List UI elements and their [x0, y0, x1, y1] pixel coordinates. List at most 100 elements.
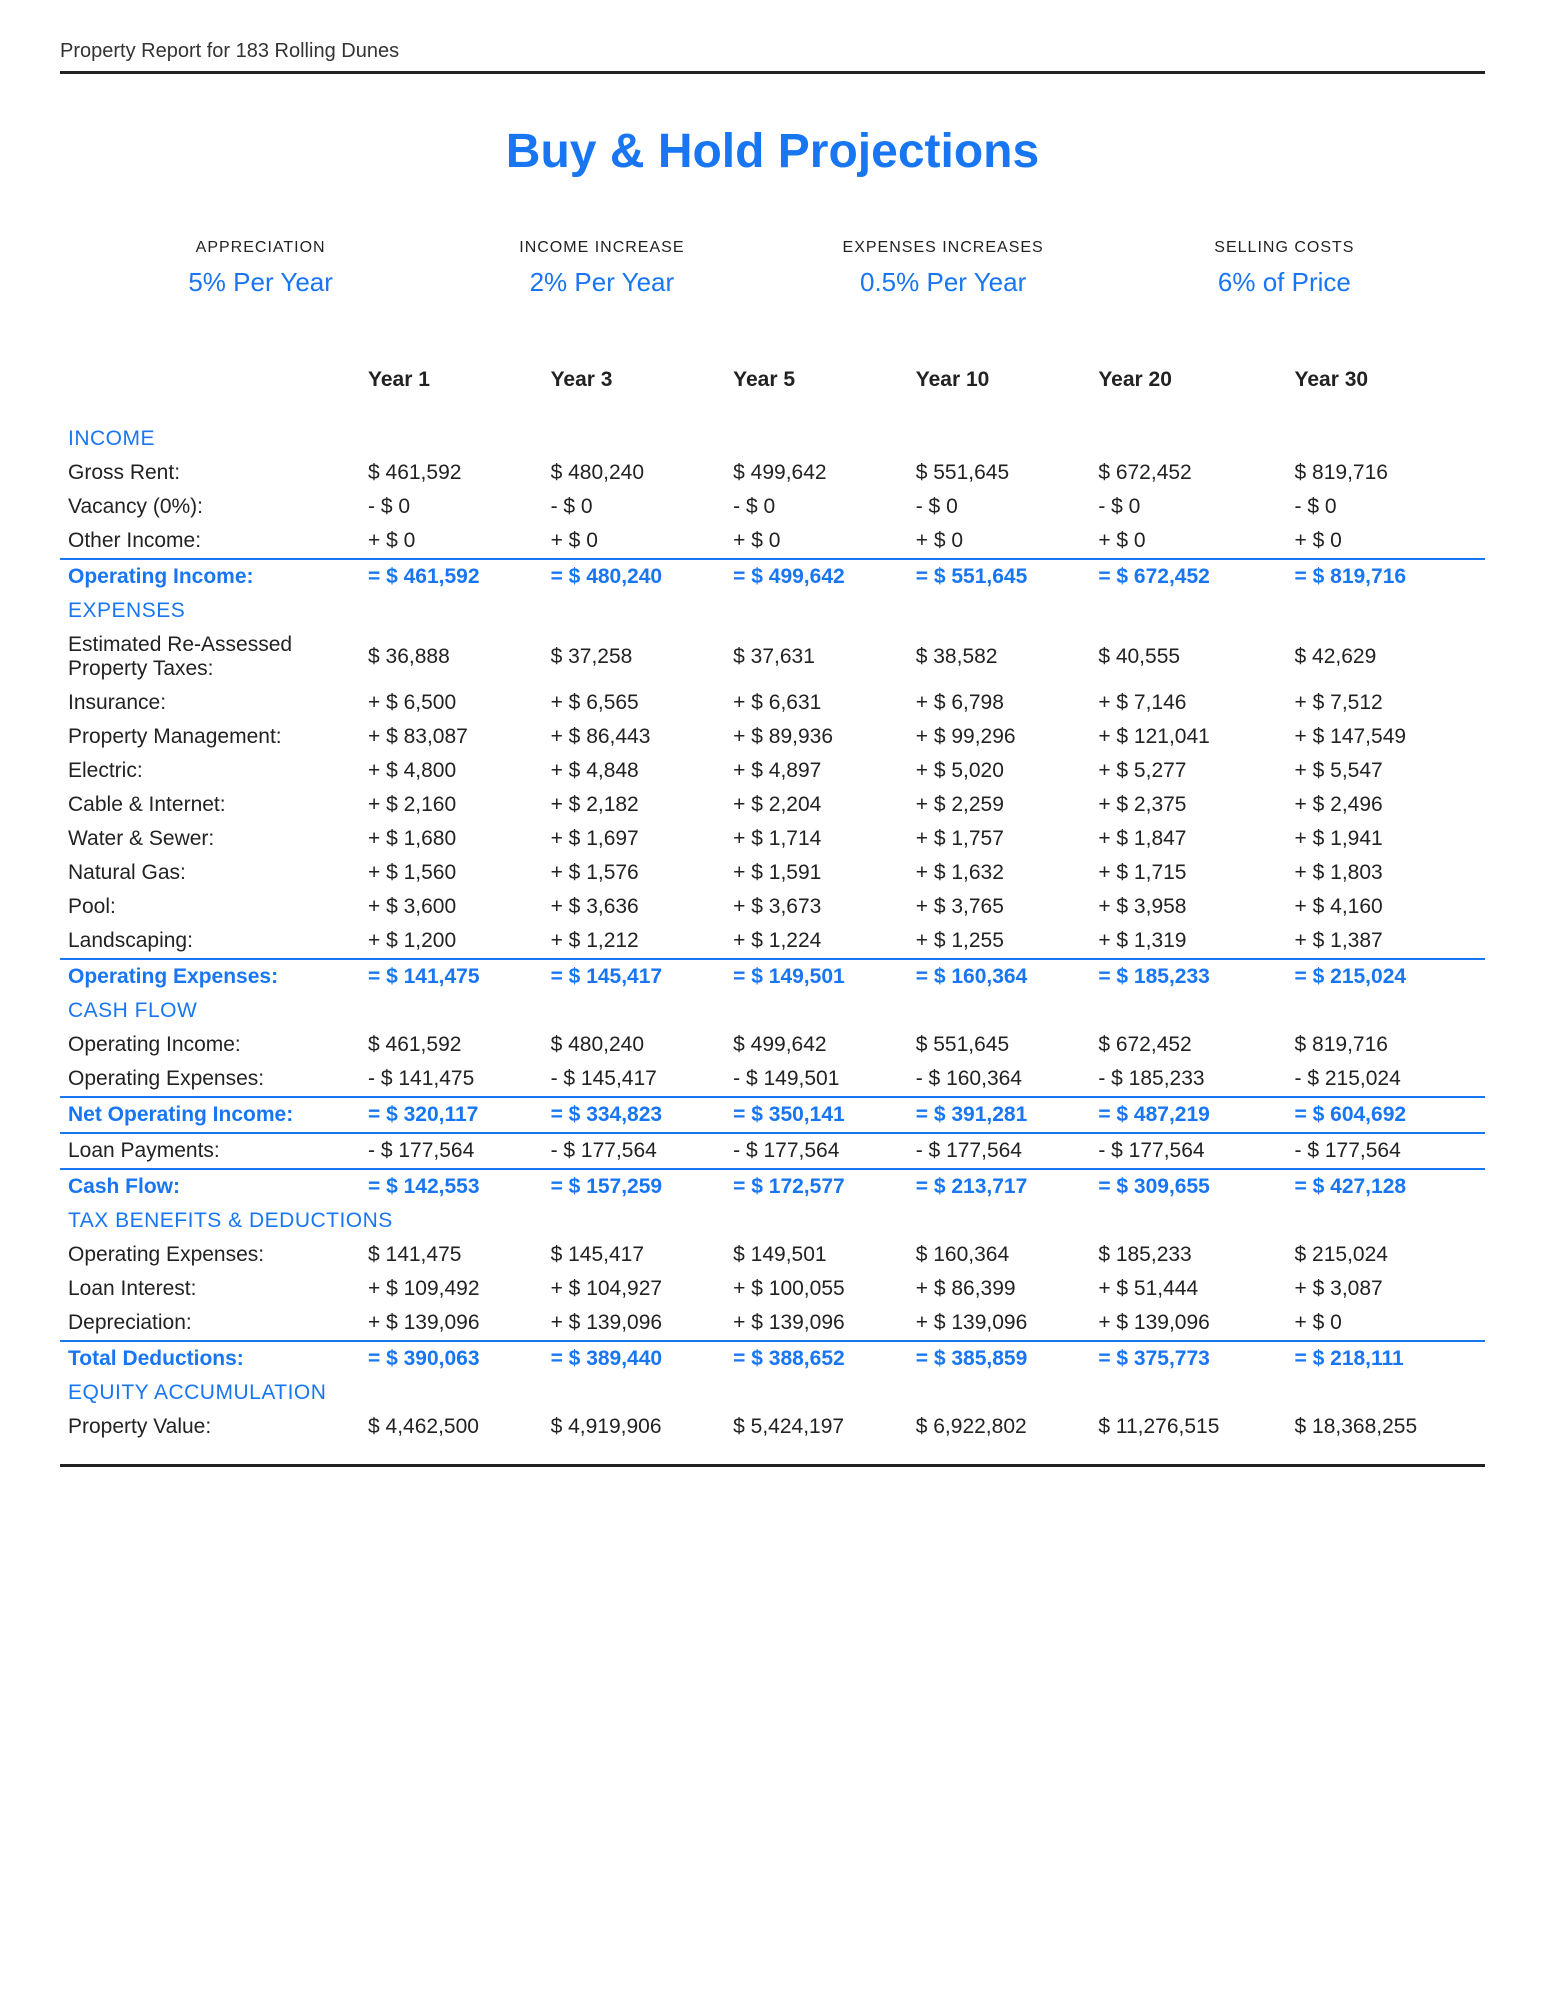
subtotal-cell: - $ 177,564 [725, 1133, 908, 1169]
cell: + $ 99,296 [908, 720, 1091, 754]
cell: $ 215,024 [1287, 1238, 1485, 1272]
cell: - $ 215,024 [1287, 1062, 1485, 1097]
subtotal-label: Operating Income: [60, 559, 360, 594]
row-label: Property Management: [60, 720, 360, 754]
report-header: Property Report for 183 Rolling Dunes [60, 40, 1485, 74]
cell: + $ 139,096 [725, 1306, 908, 1341]
row-label: Operating Expenses: [60, 1238, 360, 1272]
subtotal-cell: = $ 551,645 [908, 559, 1091, 594]
cell: + $ 139,096 [543, 1306, 726, 1341]
cell: + $ 3,600 [360, 890, 543, 924]
assumption-0: APPRECIATION 5% Per Year [90, 239, 431, 298]
cell: + $ 0 [1287, 1306, 1485, 1341]
assumption-label: EXPENSES INCREASES [773, 239, 1114, 257]
cell: + $ 0 [908, 524, 1091, 559]
cell: $ 18,368,255 [1287, 1410, 1485, 1444]
assumption-3: SELLING COSTS6% of Price [1114, 239, 1455, 298]
cell: + $ 0 [360, 524, 543, 559]
cell: + $ 4,800 [360, 754, 543, 788]
subtotal-label: Total Deductions: [60, 1341, 360, 1376]
cell: $ 145,417 [543, 1238, 726, 1272]
row-label: Property Value: [60, 1410, 360, 1444]
cell: $ 551,645 [908, 1028, 1091, 1062]
row-label: Other Income: [60, 524, 360, 559]
subtotal-label: Loan Payments: [60, 1133, 360, 1169]
cell: + $ 1,757 [908, 822, 1091, 856]
cell: $ 819,716 [1287, 1028, 1485, 1062]
assumption-label: APPRECIATION [90, 239, 431, 257]
cell: + $ 1,560 [360, 856, 543, 890]
row-label: Gross Rent: [60, 456, 360, 490]
section-header: INCOME [60, 422, 1485, 456]
row-label: Depreciation: [60, 1306, 360, 1341]
subtotal-cell: = $ 149,501 [725, 959, 908, 994]
cell: $ 499,642 [725, 1028, 908, 1062]
cell: $ 36,888 [360, 628, 543, 686]
cell: - $ 0 [725, 490, 908, 524]
cell: + $ 2,160 [360, 788, 543, 822]
subtotal-cell: = $ 487,219 [1090, 1097, 1286, 1133]
subtotal-cell: = $ 480,240 [543, 559, 726, 594]
assumption-1: INCOME INCREASE2% Per Year [431, 239, 772, 298]
row-label: Landscaping: [60, 924, 360, 959]
section-header: EQUITY ACCUMULATION [60, 1376, 1485, 1410]
cell: + $ 6,798 [908, 686, 1091, 720]
cell: + $ 51,444 [1090, 1272, 1286, 1306]
cell: + $ 6,631 [725, 686, 908, 720]
cell: + $ 1,847 [1090, 822, 1286, 856]
subtotal-label: Net Operating Income: [60, 1097, 360, 1133]
cell: + $ 5,277 [1090, 754, 1286, 788]
subtotal-cell: = $ 499,642 [725, 559, 908, 594]
cell: - $ 160,364 [908, 1062, 1091, 1097]
cell: + $ 7,512 [1287, 686, 1485, 720]
year-header: Year 3 [543, 358, 726, 422]
cell: $ 11,276,515 [1090, 1410, 1286, 1444]
cell: $ 5,424,197 [725, 1410, 908, 1444]
assumption-value: 5% Per Year [90, 267, 431, 298]
assumption-value: 6% of Price [1114, 267, 1455, 298]
cell: - $ 145,417 [543, 1062, 726, 1097]
subtotal-cell: = $ 334,823 [543, 1097, 726, 1133]
cell: + $ 1,319 [1090, 924, 1286, 959]
assumption-value: 0.5% Per Year [773, 267, 1114, 298]
cell: + $ 7,146 [1090, 686, 1286, 720]
subtotal-cell: = $ 391,281 [908, 1097, 1091, 1133]
cell: $ 461,592 [360, 456, 543, 490]
section-header: TAX BENEFITS & DEDUCTIONS [60, 1204, 1485, 1238]
cell: + $ 147,549 [1287, 720, 1485, 754]
row-label: Water & Sewer: [60, 822, 360, 856]
cell: + $ 1,387 [1287, 924, 1485, 959]
subtotal-label: Operating Expenses: [60, 959, 360, 994]
cell: + $ 1,255 [908, 924, 1091, 959]
subtotal-cell: = $ 350,141 [725, 1097, 908, 1133]
subtotal-cell: = $ 375,773 [1090, 1341, 1286, 1376]
cell: + $ 5,020 [908, 754, 1091, 788]
subtotal-cell: = $ 145,417 [543, 959, 726, 994]
cell: - $ 185,233 [1090, 1062, 1286, 1097]
cell: $ 149,501 [725, 1238, 908, 1272]
cell: $ 672,452 [1090, 1028, 1286, 1062]
subtotal-cell: = $ 672,452 [1090, 559, 1286, 594]
cell: + $ 0 [725, 524, 908, 559]
year-header: Year 10 [908, 358, 1091, 422]
subtotal-cell: - $ 177,564 [908, 1133, 1091, 1169]
cell: - $ 141,475 [360, 1062, 543, 1097]
cell: + $ 83,087 [360, 720, 543, 754]
subtotal-cell: = $ 388,652 [725, 1341, 908, 1376]
cell: + $ 109,492 [360, 1272, 543, 1306]
row-label: Pool: [60, 890, 360, 924]
cell: $ 37,258 [543, 628, 726, 686]
subtotal-cell: - $ 177,564 [1090, 1133, 1286, 1169]
cell: $ 480,240 [543, 1028, 726, 1062]
cell: $ 499,642 [725, 456, 908, 490]
cell: + $ 0 [1287, 524, 1485, 559]
subtotal-cell: = $ 172,577 [725, 1169, 908, 1204]
cell: + $ 0 [1090, 524, 1286, 559]
row-label: Loan Interest: [60, 1272, 360, 1306]
subtotal-cell: = $ 461,592 [360, 559, 543, 594]
section-header: EXPENSES [60, 594, 1485, 628]
cell: + $ 89,936 [725, 720, 908, 754]
subtotal-cell: = $ 604,692 [1287, 1097, 1485, 1133]
subtotal-cell: = $ 141,475 [360, 959, 543, 994]
subtotal-cell: = $ 320,117 [360, 1097, 543, 1133]
